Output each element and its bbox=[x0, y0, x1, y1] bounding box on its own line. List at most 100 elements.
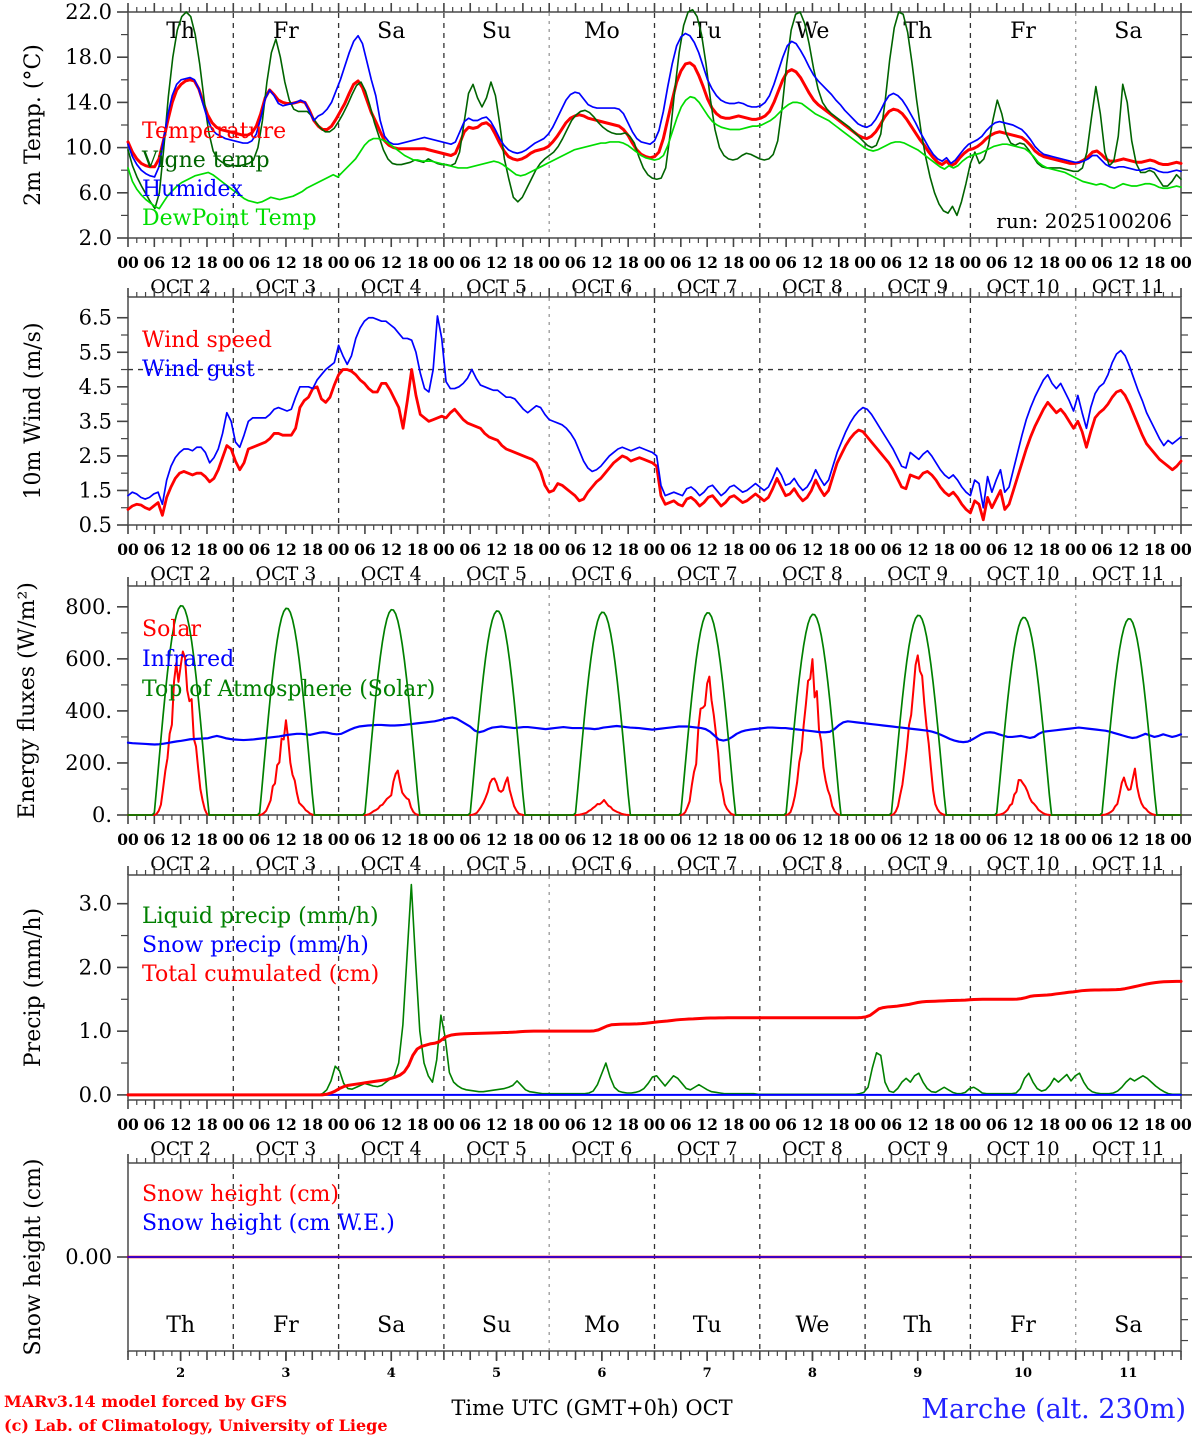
x-hour-label: 06 bbox=[881, 1115, 903, 1134]
ytick-label: 4.5 bbox=[79, 375, 112, 399]
bottom-day-number: 4 bbox=[387, 1366, 396, 1381]
x-hour-label: 18 bbox=[933, 540, 955, 559]
x-hour-label: 00 bbox=[538, 830, 560, 849]
x-date-label: OCT 4 bbox=[361, 563, 422, 585]
x-hour-label: 18 bbox=[828, 1115, 850, 1134]
x-hour-label: 00 bbox=[117, 253, 139, 272]
x-hour-label: 00 bbox=[749, 830, 771, 849]
ytick-label: 0.5 bbox=[79, 513, 112, 537]
legend-label-infrared: Infrared bbox=[142, 647, 234, 672]
x-hour-label: 00 bbox=[854, 830, 876, 849]
x-hour-label: 12 bbox=[1012, 253, 1034, 272]
x-labels-temperature: 00 06 12 18 00 06 12 18 00 06 12 18 00 06 12 18 00 06 12 18… bbox=[117, 253, 1192, 298]
ytick-label: 6.0 bbox=[79, 181, 112, 205]
legend-label-vigne-temp: Vigne temp bbox=[141, 148, 270, 173]
x-hour-label: 12 bbox=[802, 1115, 824, 1134]
y-axis-snow: 0.00 bbox=[65, 1172, 1192, 1342]
x-date-label: OCT 9 bbox=[887, 276, 948, 298]
day-name-label: Sa bbox=[1114, 1313, 1142, 1338]
day-name-label: Fr bbox=[1010, 19, 1036, 44]
run-label: run: 2025100206 bbox=[996, 209, 1172, 233]
x-hour-label: 00 bbox=[433, 540, 455, 559]
x-hour-label: 00 bbox=[538, 1115, 560, 1134]
x-date-label: OCT 7 bbox=[677, 563, 738, 585]
ytick-label: 2.0 bbox=[79, 226, 112, 250]
x-hour-label: 00 bbox=[749, 253, 771, 272]
x-hour-label: 06 bbox=[775, 1115, 797, 1134]
x-hour-label: 00 bbox=[854, 1115, 876, 1134]
day-name-label: Su bbox=[482, 19, 511, 44]
x-hour-label: 12 bbox=[275, 830, 297, 849]
ytick-label: 2.0 bbox=[79, 955, 112, 979]
panel-energy: 0. 200. 400. 600. 800. Energy fluxes (W/m²) 00… bbox=[15, 577, 1192, 875]
x-hour-label: 12 bbox=[1118, 253, 1140, 272]
bottom-day-number: 10 bbox=[1014, 1366, 1032, 1381]
day-name-label: Th bbox=[903, 1313, 932, 1338]
ytick-label: 1.0 bbox=[79, 1019, 112, 1043]
x-hour-label: 18 bbox=[407, 1115, 429, 1134]
x-date-label: OCT 2 bbox=[150, 276, 211, 298]
ytick-label: 1.5 bbox=[79, 478, 112, 502]
x-hour-label: 12 bbox=[486, 830, 508, 849]
x-hour-label: 12 bbox=[802, 830, 824, 849]
x-hour-label: 06 bbox=[565, 1115, 587, 1134]
legend-label-wind-gust: Wind gust bbox=[142, 357, 255, 382]
x-hour-label: 18 bbox=[1039, 1115, 1061, 1134]
x-hour-label: 18 bbox=[301, 253, 323, 272]
x-hour-label: 00 bbox=[117, 830, 139, 849]
x-date-label: OCT 10 bbox=[987, 563, 1060, 585]
series-group-temperature bbox=[126, 8, 1183, 217]
x-date-label: OCT 5 bbox=[466, 1138, 527, 1160]
x-date-label: OCT 8 bbox=[782, 853, 843, 875]
x-date-label: OCT 10 bbox=[987, 276, 1060, 298]
panel-snow: 0.00 Snow height (cm) Th Fr Sa Su Mo Tu We Th Fr Sa… bbox=[21, 1154, 1192, 1360]
x-hour-label: 12 bbox=[696, 830, 718, 849]
x-hour-label: 06 bbox=[459, 253, 481, 272]
x-hour-label: 12 bbox=[907, 1115, 929, 1134]
x-hour-label: 00 bbox=[1170, 253, 1192, 272]
x-date-label: OCT 3 bbox=[255, 276, 316, 298]
footer-model-line2: (c) Lab. of Climatology, University of L… bbox=[4, 1416, 388, 1435]
x-hour-label: 06 bbox=[459, 540, 481, 559]
x-hour-label: 00 bbox=[644, 830, 666, 849]
x-date-label: OCT 5 bbox=[466, 853, 527, 875]
x-axis-precip bbox=[127, 866, 1182, 1109]
x-hour-label: 06 bbox=[670, 1115, 692, 1134]
x-hour-label: 12 bbox=[1118, 540, 1140, 559]
series-line-wind-speed bbox=[126, 368, 1183, 522]
x-date-label: OCT 3 bbox=[255, 563, 316, 585]
x-hour-label: 18 bbox=[512, 830, 534, 849]
y-axis-title: Precip (mm/h) bbox=[21, 908, 46, 1067]
x-hour-label: 12 bbox=[591, 830, 613, 849]
x-hour-label: 06 bbox=[354, 830, 376, 849]
x-hour-label: 12 bbox=[591, 1115, 613, 1134]
bottom-day-number: 6 bbox=[597, 1366, 606, 1381]
y-axis-precip: 0.0 1.0 2.0 3.0 bbox=[79, 892, 1192, 1107]
x-hour-label: 18 bbox=[617, 1115, 639, 1134]
bottom-day-number: 8 bbox=[808, 1366, 817, 1381]
x-hour-label: 12 bbox=[486, 253, 508, 272]
x-hour-label: 18 bbox=[1039, 253, 1061, 272]
x-hour-label: 06 bbox=[354, 1115, 376, 1134]
x-hour-label: 12 bbox=[486, 1115, 508, 1134]
x-hour-label: 12 bbox=[275, 253, 297, 272]
x-hour-label: 00 bbox=[223, 1115, 245, 1134]
x-hour-label: 12 bbox=[696, 540, 718, 559]
ytick-label: 3.5 bbox=[79, 409, 112, 433]
x-hour-label: 18 bbox=[301, 1115, 323, 1134]
x-hour-label: 12 bbox=[1118, 1115, 1140, 1134]
x-hour-label: 00 bbox=[1065, 1115, 1087, 1134]
footer-station-label: Marche (alt. 230m) bbox=[921, 1394, 1186, 1425]
x-hour-label: 12 bbox=[696, 1115, 718, 1134]
x-hour-label: 06 bbox=[1091, 1115, 1113, 1134]
x-hour-label: 00 bbox=[960, 1115, 982, 1134]
x-hour-label: 18 bbox=[617, 540, 639, 559]
series-line-humidex bbox=[127, 32, 1182, 178]
x-hour-label: 06 bbox=[670, 830, 692, 849]
x-hour-label: 12 bbox=[1012, 1115, 1034, 1134]
x-date-label: OCT 4 bbox=[361, 276, 422, 298]
x-hour-label: 12 bbox=[275, 540, 297, 559]
x-date-label: OCT 8 bbox=[782, 1138, 843, 1160]
x-hour-label: 00 bbox=[854, 540, 876, 559]
